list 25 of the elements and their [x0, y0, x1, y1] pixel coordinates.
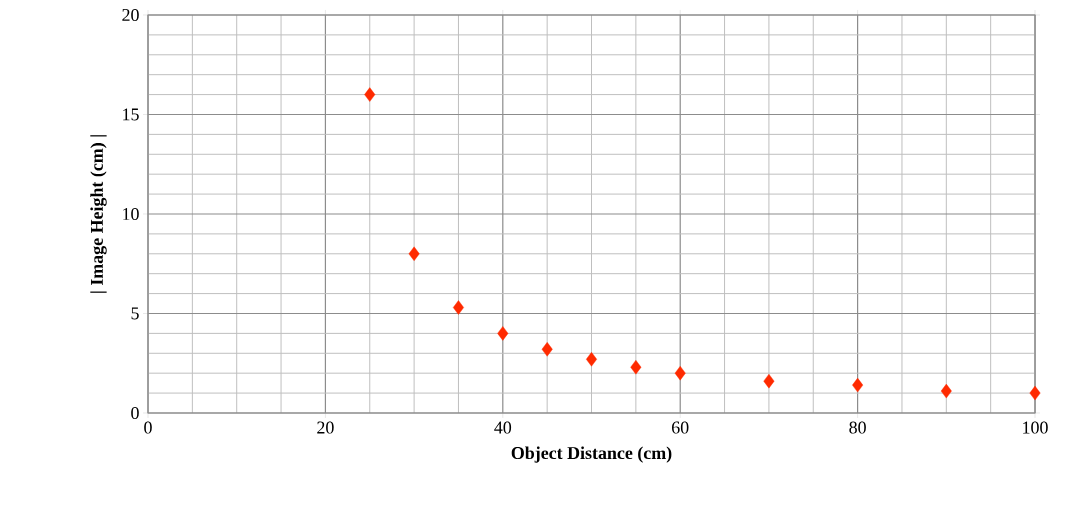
- x-tick-label: 0: [144, 421, 152, 434]
- point: [763, 373, 775, 389]
- x-tick-label: 40: [494, 421, 512, 434]
- point: [586, 352, 597, 367]
- point: [674, 365, 686, 381]
- y-tick-label: 20: [122, 8, 139, 22]
- y-tick-label: 15: [123, 108, 139, 121]
- point: [364, 87, 376, 102]
- y-tick-label: 10: [123, 207, 139, 221]
- x-tick-label: 20: [317, 421, 334, 434]
- y-axis-title: | Image Height (cm) |: [90, 135, 107, 293]
- point: [453, 300, 464, 315]
- point: [1029, 385, 1041, 401]
- x-tick-label: 100: [1023, 421, 1048, 434]
- y-tick-label: 0: [131, 406, 139, 420]
- x-axis-title: Object Distance (cm): [511, 446, 672, 463]
- x-tick-label: 60: [672, 421, 689, 434]
- point: [497, 326, 509, 341]
- point: [408, 246, 420, 261]
- x-tick-label: 80: [849, 421, 866, 434]
- point: [630, 360, 642, 375]
- point: [852, 377, 864, 393]
- y-tick-label: 5: [131, 307, 139, 320]
- point: [940, 383, 952, 399]
- point: [541, 342, 553, 357]
